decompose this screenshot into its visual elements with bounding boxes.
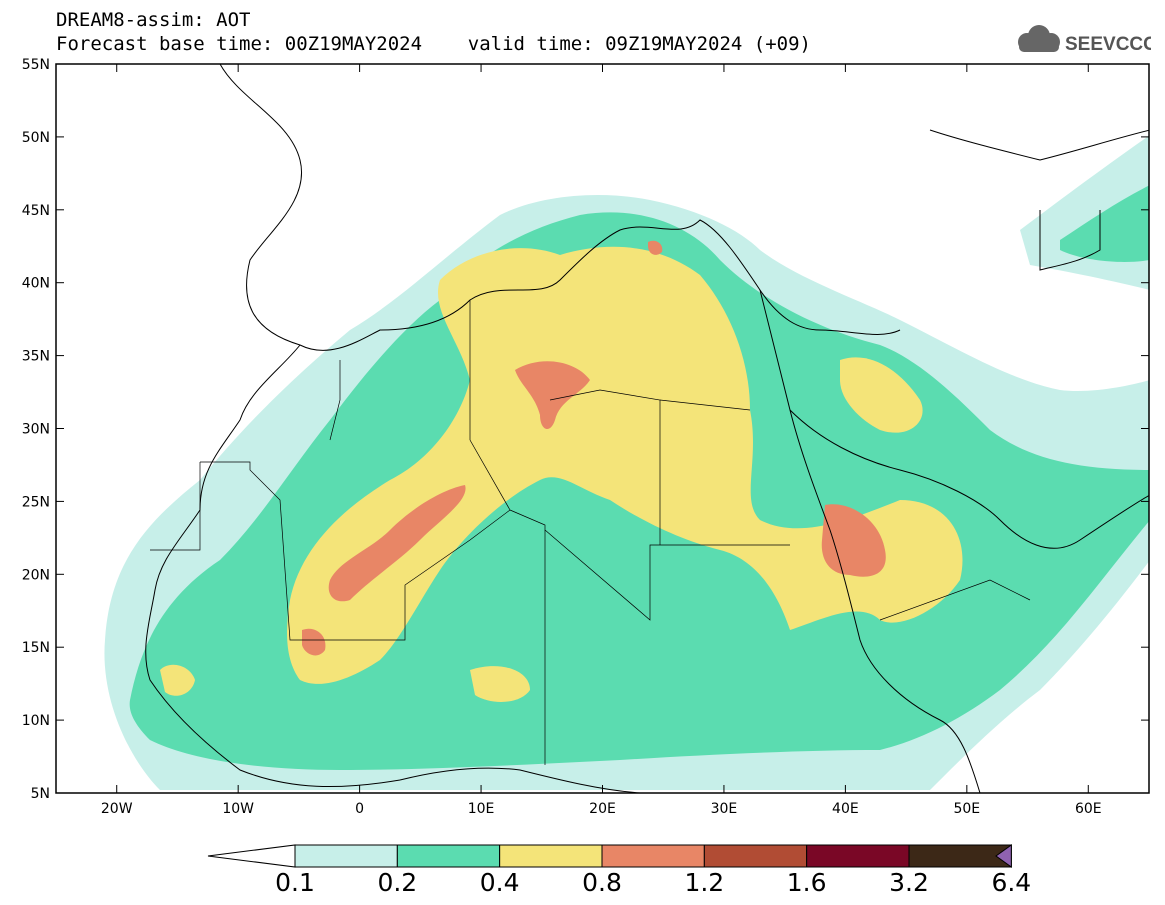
aot-colorbar [207, 844, 1012, 868]
colorbar-segment [396, 844, 501, 868]
lat-tick-label: 55N [22, 57, 50, 73]
aot-contour-0.4-arabia [840, 357, 923, 433]
aot-contour-0.8-sudan [821, 504, 886, 577]
colorbar-segment [703, 844, 808, 868]
colorbar-label: 0.8 [582, 868, 622, 897]
lat-tick-label: 40N [22, 276, 50, 292]
axis-ticks: 5N 10N 15N 20N 25N 30N 35N 40N 45N 50N 55N 20W 10W 0 1… [22, 57, 1149, 817]
lat-tick-label: 10N [22, 713, 50, 729]
colorbar-segment [601, 844, 705, 868]
lat-tick-label: 50N [22, 130, 50, 146]
lat-tick-label: 25N [22, 494, 50, 510]
colorbar-label: 0.2 [377, 868, 418, 897]
aot-contour-0.2-east [1060, 185, 1149, 262]
lat-tick-label: 45N [22, 203, 50, 219]
colorbar-label: 0.1 [275, 868, 315, 897]
lon-tick-label: 40E [832, 801, 859, 817]
lon-tick-label: 20W [101, 801, 133, 817]
aot-field [56, 64, 1149, 793]
colorbar-label: 6.4 [991, 868, 1032, 897]
colorbar-label: 1.6 [786, 868, 827, 897]
colorbar-label: 0.4 [479, 868, 520, 897]
cloud-icon [1018, 25, 1060, 52]
colorbar-segment [294, 844, 398, 868]
aot-contour-0.8-mali [328, 485, 466, 602]
lon-tick-label: 10E [468, 801, 495, 817]
lat-tick-label: 5N [31, 786, 50, 802]
colorbar-label: 3.2 [889, 868, 929, 897]
lat-tick-label: 35N [22, 349, 50, 365]
lon-tick-label: 10W [222, 801, 254, 817]
map-subtitle-times: Forecast base time: 00Z19MAY2024 valid t… [56, 33, 811, 55]
lat-tick-label: 20N [22, 567, 50, 583]
lat-tick-label: 30N [22, 422, 50, 438]
aot-contour-0.8-niger [302, 628, 326, 656]
logo-text: SEEVCCC [1065, 34, 1151, 55]
colorbar-segment [499, 844, 603, 868]
aot-contour-0.8-greece [648, 240, 663, 255]
coastlines [145, 64, 1149, 793]
lon-tick-label: 0 [355, 801, 364, 817]
lon-tick-label: 60E [1075, 801, 1102, 817]
lat-tick-label: 15N [22, 640, 50, 656]
lon-tick-label: 50E [953, 801, 980, 817]
seevccc-logo: SEEVCCC [1018, 25, 1151, 55]
country-borders [150, 300, 1031, 765]
aot-contour-0.4-sahara [287, 246, 963, 684]
map-title: DREAM8-assim: AOT [56, 9, 251, 31]
aot-contour-0.8-libya [515, 361, 590, 430]
colorbar-over-triangle [995, 844, 1012, 868]
lon-tick-label: 30E [711, 801, 738, 817]
aot-contour-0.4-gambia [160, 664, 195, 696]
lon-tick-label: 20E [589, 801, 616, 817]
colorbar-label: 1.2 [684, 868, 725, 897]
colorbar-under-triangle [207, 844, 296, 868]
colorbar-segment [806, 844, 910, 868]
aot-contour-0.4-nigeria [470, 666, 530, 702]
